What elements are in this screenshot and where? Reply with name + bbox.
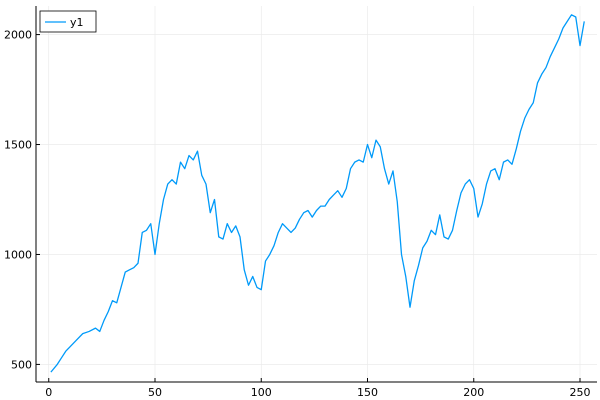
x-tick-label-0: 0 <box>45 386 52 399</box>
legend-label-y1: y1 <box>70 16 84 29</box>
y-tick-label-3: 2000 <box>4 29 32 42</box>
y-tick-label-0: 500 <box>11 358 32 371</box>
y-tick-label-1: 1000 <box>4 248 32 261</box>
x-tick-label-1: 50 <box>148 386 162 399</box>
x-tick-label-4: 200 <box>463 386 484 399</box>
x-tick-label-2: 100 <box>251 386 272 399</box>
x-tick-label-3: 150 <box>357 386 378 399</box>
x-tick-label-5: 250 <box>570 386 591 399</box>
legend: y1 <box>40 11 96 32</box>
y-tick-label-2: 1500 <box>4 139 32 152</box>
